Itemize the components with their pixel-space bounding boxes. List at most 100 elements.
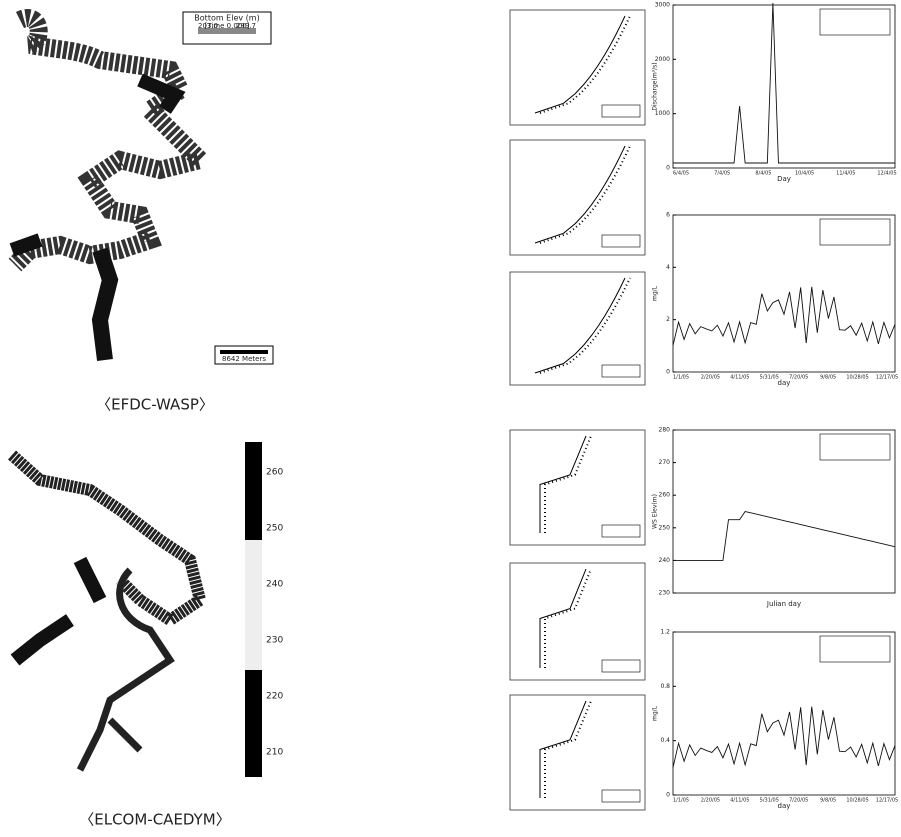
y-tick-label: 260	[659, 492, 671, 499]
profile-line	[534, 15, 626, 114]
x-tick-label: 12/17/05	[876, 375, 898, 381]
caption: 〈EFDC-WASP〉	[96, 396, 214, 414]
profile-points	[539, 277, 631, 374]
x-tick-label: 10/4/05	[795, 171, 814, 177]
series-line	[673, 2, 895, 164]
plot-frame	[672, 429, 896, 594]
plot-frame	[672, 214, 896, 373]
x-tick-label: 1/1/05	[673, 798, 689, 804]
y-tick-label: 230	[659, 590, 671, 597]
x-axis-label: Day	[777, 175, 791, 183]
x-tick-label: 7/4/05	[714, 171, 730, 177]
caption: 〈ELCOM-CAEDYM〉	[79, 811, 231, 829]
x-axis-label: day	[778, 379, 791, 387]
legend-min: 203.0	[198, 22, 218, 30]
elcom-map	[8, 450, 207, 772]
legend-box	[819, 218, 891, 246]
y-tick-label: 280	[659, 427, 671, 434]
y-axis-label: mg/L	[652, 285, 659, 301]
profile-panel	[509, 139, 646, 256]
y-tick-label: 2	[666, 316, 670, 323]
profile-points	[544, 700, 592, 798]
plot-frame	[672, 631, 896, 796]
profile-points	[544, 435, 592, 533]
profile-points	[539, 15, 631, 114]
profile-legend	[601, 364, 641, 378]
colorbar-tick-label: 240	[266, 580, 283, 590]
legend-max: 299.7	[236, 22, 256, 30]
y-tick-label: 2000	[655, 56, 670, 63]
x-tick-label: 10/28/05	[846, 798, 868, 804]
profile-line	[539, 435, 587, 533]
x-tick-label: 2/20/05	[701, 798, 720, 804]
y-tick-label: 270	[659, 459, 671, 466]
x-tick-label: 1/1/05	[673, 375, 689, 381]
profile-panel	[509, 694, 646, 811]
x-tick-label: 6/4/05	[673, 171, 689, 177]
profile-panel	[509, 271, 646, 386]
x-tick-label: 2/20/05	[701, 375, 720, 381]
series-line	[672, 286, 896, 346]
x-tick-label: 4/11/05	[730, 375, 749, 381]
x-tick-label: 12/4/05	[877, 171, 896, 177]
x-tick-label: 7/20/05	[789, 798, 808, 804]
x-tick-label: 8/4/05	[755, 171, 771, 177]
x-tick-label: 7/20/05	[789, 375, 808, 381]
profile-points	[544, 568, 592, 668]
legend-bar	[198, 28, 256, 34]
y-tick-label: 240	[659, 557, 671, 564]
profile-legend	[601, 659, 641, 673]
colorbar-tick-label: 220	[266, 692, 283, 702]
x-tick-label: 4/11/05	[730, 798, 749, 804]
y-tick-label: 250	[659, 524, 671, 531]
x-tick-label: 5/31/05	[760, 798, 779, 804]
scale-label: 8642 Meters	[222, 355, 266, 363]
colorbar-tick-label: 250	[266, 524, 283, 534]
y-tick-label: 3000	[655, 2, 670, 9]
legend-time: [Time 0.000]	[205, 22, 250, 30]
legend-box	[819, 635, 891, 663]
series-line	[672, 706, 896, 768]
y-tick-label: 0	[666, 369, 670, 376]
colorbar-light	[245, 540, 262, 670]
y-tick-label: 4	[666, 264, 670, 271]
legend-box	[819, 433, 891, 461]
series-line	[673, 510, 896, 561]
colorbar-tick-label: 260	[266, 468, 283, 478]
y-tick-label: 0	[666, 165, 670, 172]
plot-frame	[672, 4, 896, 169]
y-axis-label: mg/L	[652, 705, 659, 721]
profile-panel	[509, 9, 646, 126]
x-tick-label: 12/17/05	[876, 798, 898, 804]
y-axis-label: Discharge(m³/s)	[652, 62, 659, 110]
y-tick-label: 0	[666, 792, 670, 799]
y-tick-label: 1.2	[660, 629, 670, 636]
x-tick-label: 11/4/05	[836, 171, 855, 177]
y-axis-label: WS Elev(m)	[652, 494, 659, 529]
profile-line	[534, 277, 626, 374]
efdc-grid-map	[8, 9, 218, 361]
profile-line	[534, 145, 626, 244]
profile-line	[539, 568, 587, 668]
colorbar-tick-label: 210	[266, 748, 283, 758]
legend-title: Bottom Elev (m)	[194, 14, 259, 23]
x-axis-label: Julian day	[766, 600, 801, 608]
x-tick-label: 5/31/05	[760, 375, 779, 381]
profile-legend	[601, 524, 641, 538]
x-tick-label: 9/8/05	[820, 375, 836, 381]
y-tick-label: 0.8	[660, 683, 670, 690]
profile-panel	[509, 562, 646, 681]
y-tick-label: 6	[666, 212, 670, 219]
y-tick-label: 0.4	[660, 737, 670, 744]
y-tick-label: 1000	[655, 110, 670, 117]
x-tick-label: 9/8/05	[820, 798, 836, 804]
x-tick-label: 10/28/05	[846, 375, 868, 381]
profile-legend	[601, 104, 641, 118]
profile-panel	[509, 429, 646, 546]
profile-points	[539, 145, 631, 244]
scale-bar	[220, 350, 268, 354]
colorbar-tick-label: 230	[266, 636, 283, 646]
legend-box	[819, 8, 891, 36]
profile-line	[539, 700, 587, 798]
